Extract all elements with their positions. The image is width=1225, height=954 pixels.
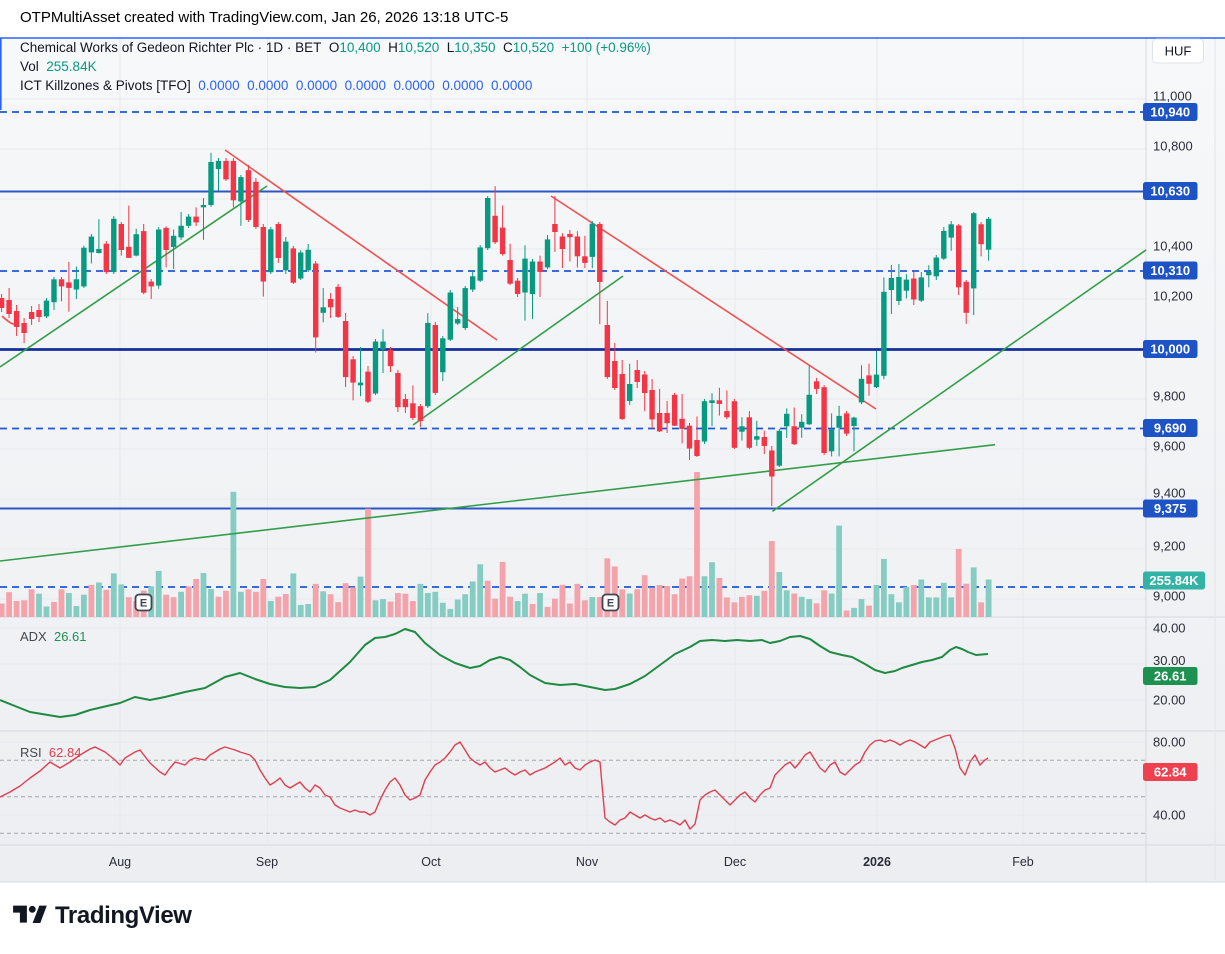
svg-text:TradingView: TradingView	[55, 902, 192, 929]
svg-text:9,800: 9,800	[1153, 389, 1186, 404]
svg-text:E: E	[607, 598, 614, 610]
svg-text:10,940: 10,940	[1150, 105, 1190, 120]
svg-text:Vol 255.84K: Vol 255.84K	[20, 59, 97, 74]
svg-text:Chemical Works of Gedeon Richt: Chemical Works of Gedeon Richter Plc · 1…	[20, 40, 651, 55]
svg-text:20.00: 20.00	[1153, 693, 1186, 708]
svg-text:10,630: 10,630	[1150, 184, 1190, 199]
svg-text:10,000: 10,000	[1150, 342, 1190, 357]
svg-text:10,400: 10,400	[1153, 239, 1193, 254]
svg-text:255.84K: 255.84K	[1149, 573, 1199, 588]
svg-text:ADX 26.61: ADX 26.61	[20, 629, 87, 644]
svg-text:10,310: 10,310	[1150, 263, 1190, 278]
svg-text:RSI 62.84: RSI 62.84	[20, 745, 81, 760]
svg-text:Aug: Aug	[109, 855, 131, 869]
svg-text:E: E	[140, 598, 147, 610]
svg-text:9,400: 9,400	[1153, 486, 1186, 501]
svg-text:9,690: 9,690	[1154, 421, 1187, 436]
svg-text:9,375: 9,375	[1154, 501, 1187, 516]
svg-text:62.84: 62.84	[1154, 765, 1187, 780]
svg-text:40.00: 40.00	[1153, 808, 1186, 823]
svg-text:11,000: 11,000	[1153, 89, 1192, 104]
svg-text:80.00: 80.00	[1153, 735, 1186, 750]
svg-text:Nov: Nov	[576, 855, 599, 869]
svg-text:Sep: Sep	[256, 855, 278, 869]
svg-text:10,800: 10,800	[1153, 139, 1193, 154]
svg-text:ICT Killzones & Pivots [TFO]: ICT Killzones & Pivots [TFO] 0.0000 0.00…	[20, 78, 532, 93]
svg-text:OTPMultiAsset created with Tra: OTPMultiAsset created with TradingView.c…	[20, 9, 508, 26]
svg-text:26.61: 26.61	[1154, 669, 1187, 684]
svg-text:Dec: Dec	[724, 855, 746, 869]
svg-text:9,000: 9,000	[1153, 589, 1186, 604]
svg-text:Oct: Oct	[421, 855, 441, 869]
svg-text:30.00: 30.00	[1153, 653, 1186, 668]
svg-text:10,200: 10,200	[1153, 289, 1193, 304]
svg-text:2026: 2026	[863, 855, 891, 869]
svg-text:9,600: 9,600	[1153, 439, 1186, 454]
svg-text:9,200: 9,200	[1153, 539, 1186, 554]
svg-text:Feb: Feb	[1012, 855, 1034, 869]
svg-text:HUF: HUF	[1165, 44, 1192, 59]
svg-text:40.00: 40.00	[1153, 621, 1186, 636]
